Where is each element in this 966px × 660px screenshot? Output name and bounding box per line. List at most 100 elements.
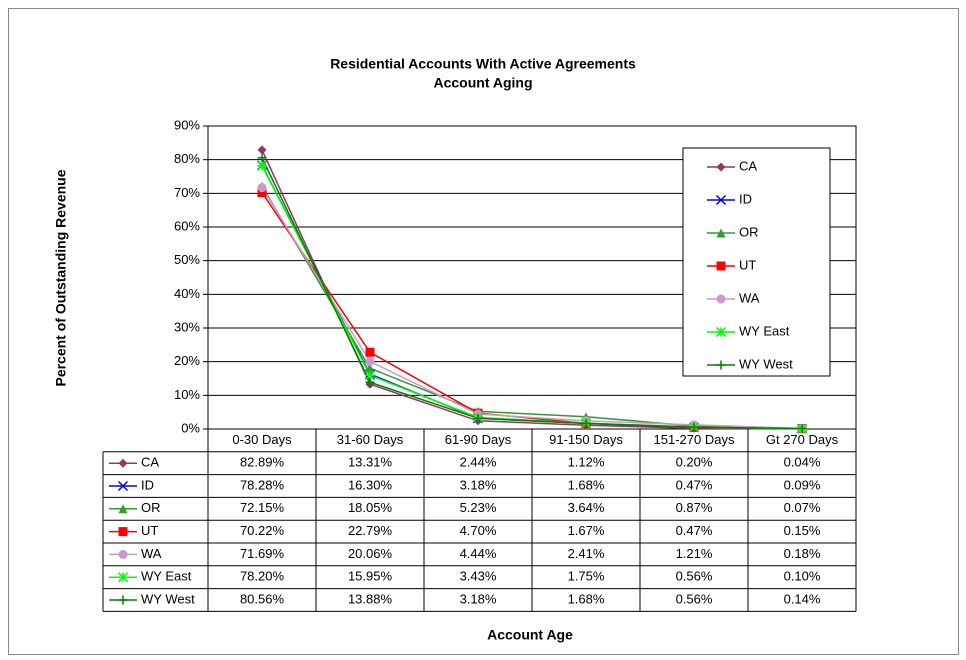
series-line bbox=[261, 185, 803, 430]
legend-label: ID bbox=[739, 191, 752, 206]
legend-label: WA bbox=[739, 290, 760, 305]
legend-key-marker bbox=[118, 458, 128, 468]
table-cell: 20.06% bbox=[348, 546, 393, 561]
table-cell: 78.20% bbox=[240, 569, 285, 584]
table-cell: 1.75% bbox=[568, 569, 605, 584]
y-tick-label: 70% bbox=[174, 185, 200, 200]
table-cell: 82.89% bbox=[240, 455, 285, 470]
x-tick-label: 61-90 Days bbox=[445, 432, 512, 447]
table-cell: 0.56% bbox=[676, 569, 713, 584]
legend-label: WY West bbox=[739, 356, 793, 371]
table-row-label: OR bbox=[141, 500, 161, 515]
table-cell: 3.64% bbox=[568, 500, 605, 515]
table-cell: 5.23% bbox=[460, 500, 497, 515]
y-tick-label: 80% bbox=[174, 151, 200, 166]
table-cell: 2.41% bbox=[568, 546, 605, 561]
legend-label: OR bbox=[739, 224, 759, 239]
table-cell: 3.43% bbox=[460, 569, 497, 584]
legend-key-marker bbox=[118, 595, 128, 605]
x-tick-label: 0-30 Days bbox=[232, 432, 292, 447]
table-cell: 0.10% bbox=[784, 569, 821, 584]
marker bbox=[365, 363, 375, 373]
marker bbox=[364, 370, 376, 381]
legend-key-marker bbox=[716, 360, 726, 370]
table-row-label: WY West bbox=[141, 591, 195, 606]
table-cell: 71.69% bbox=[240, 546, 285, 561]
y-tick-label: 90% bbox=[174, 117, 200, 132]
y-tick-label: 10% bbox=[174, 387, 200, 402]
table-cell: 4.44% bbox=[460, 546, 497, 561]
table-cell: 0.18% bbox=[784, 546, 821, 561]
legend-key-marker bbox=[117, 480, 129, 492]
table-cell: 15.95% bbox=[348, 569, 393, 584]
table-cell: 3.18% bbox=[460, 591, 497, 606]
table-cell: 80.56% bbox=[240, 591, 285, 606]
chart-title: Residential Accounts With Active Agreeme… bbox=[330, 56, 636, 72]
table-cell: 0.56% bbox=[676, 591, 713, 606]
table-row-label: WY East bbox=[141, 569, 192, 584]
marker bbox=[689, 422, 699, 432]
legend-key-marker bbox=[715, 194, 727, 206]
legend-label: UT bbox=[739, 257, 756, 272]
table-cell: 13.88% bbox=[348, 591, 393, 606]
y-tick-label: 30% bbox=[174, 319, 200, 334]
y-tick-label: 60% bbox=[174, 218, 200, 233]
series-line bbox=[261, 187, 803, 430]
table-cell: 16.30% bbox=[348, 477, 393, 492]
y-tick-label: 20% bbox=[174, 353, 200, 368]
x-axis-label: Account Age bbox=[487, 627, 573, 643]
table-row-label: ID bbox=[141, 477, 154, 492]
marker bbox=[256, 160, 268, 171]
table-cell: 22.79% bbox=[348, 523, 393, 538]
table-cell: 0.07% bbox=[784, 500, 821, 515]
legend-key-marker bbox=[118, 527, 128, 537]
table-cell: 0.47% bbox=[676, 523, 713, 538]
table-cell: 78.28% bbox=[240, 477, 285, 492]
table-cell: 0.09% bbox=[784, 477, 821, 492]
x-tick-label: 31-60 Days bbox=[337, 432, 404, 447]
marker bbox=[365, 356, 375, 366]
y-tick-label: 0% bbox=[181, 420, 200, 435]
table-cell: 0.14% bbox=[784, 591, 821, 606]
x-tick-label: Gt 270 Days bbox=[766, 432, 839, 447]
table-row-label: WA bbox=[141, 546, 162, 561]
legend-key-marker bbox=[118, 549, 128, 559]
marker bbox=[365, 377, 375, 387]
marker bbox=[797, 424, 807, 434]
series-line bbox=[261, 157, 803, 430]
table-cell: 0.04% bbox=[784, 455, 821, 470]
legend-key-marker bbox=[716, 228, 726, 238]
table-cell: 13.31% bbox=[348, 455, 393, 470]
table-cell: 1.12% bbox=[568, 455, 605, 470]
table-row-label: CA bbox=[141, 455, 159, 470]
legend bbox=[682, 147, 831, 377]
legend-label: CA bbox=[739, 158, 757, 173]
x-tick-label: 151-270 Days bbox=[654, 432, 735, 447]
table-cell: 0.20% bbox=[676, 455, 713, 470]
table-cell: 1.67% bbox=[568, 523, 605, 538]
marker bbox=[473, 413, 483, 423]
marker bbox=[257, 183, 267, 193]
legend-label: WY East bbox=[739, 323, 790, 338]
x-tick-label: 91-150 Days bbox=[549, 432, 623, 447]
table-cell: 1.21% bbox=[676, 546, 713, 561]
y-tick-label: 40% bbox=[174, 286, 200, 301]
table-cell: 0.47% bbox=[676, 477, 713, 492]
marker bbox=[365, 347, 375, 357]
marker bbox=[257, 188, 267, 198]
legend-key-marker bbox=[118, 504, 128, 514]
marker bbox=[257, 145, 267, 155]
y-axis-label: Percent of Outstanding Revenue bbox=[53, 169, 69, 386]
table-cell: 1.68% bbox=[568, 477, 605, 492]
table-cell: 2.44% bbox=[460, 455, 497, 470]
chart-subtitle: Account Aging bbox=[433, 75, 532, 91]
table-cell: 0.15% bbox=[784, 523, 821, 538]
marker bbox=[581, 418, 591, 428]
legend-key-marker bbox=[716, 261, 726, 271]
table-cell: 0.87% bbox=[676, 500, 713, 515]
table-cell: 70.22% bbox=[240, 523, 285, 538]
legend-key-marker bbox=[716, 294, 726, 304]
y-tick-label: 50% bbox=[174, 252, 200, 267]
table-cell: 3.18% bbox=[460, 477, 497, 492]
